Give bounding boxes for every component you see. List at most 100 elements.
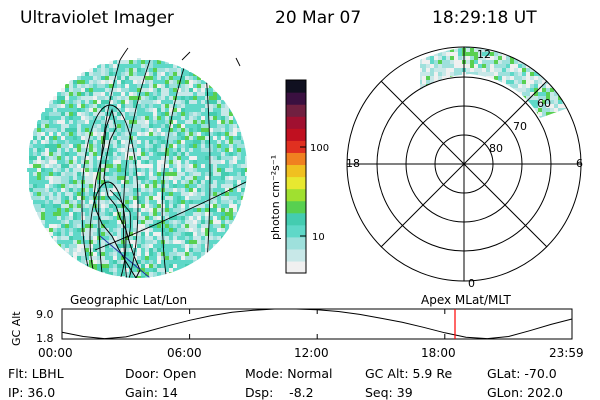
emission-pixel: [434, 84, 438, 88]
timeline-xtick-label: 00:00: [38, 346, 73, 360]
emission-pixel: [157, 212, 161, 216]
emission-pixel: [77, 120, 81, 124]
emission-pixel: [141, 172, 145, 176]
emission-pixel: [550, 124, 554, 128]
emission-pixel: [550, 48, 554, 52]
emission-pixel: [85, 264, 89, 268]
emission-pixel: [205, 160, 209, 164]
emission-pixel: [137, 276, 141, 278]
emission-pixel: [490, 120, 494, 124]
emission-pixel: [105, 256, 109, 260]
emission-pixel: [502, 32, 506, 36]
emission-pixel: [201, 112, 205, 116]
emission-pixel: [125, 200, 129, 204]
emission-pixel: [89, 168, 93, 172]
emission-pixel: [482, 104, 486, 108]
emission-pixel: [153, 88, 157, 92]
emission-pixel: [530, 128, 534, 132]
emission-pixel: [554, 128, 558, 132]
emission-pixel: [85, 140, 89, 144]
emission-pixel: [89, 244, 93, 248]
emission-pixel: [101, 88, 105, 92]
emission-pixel: [69, 256, 73, 260]
emission-pixel: [193, 116, 197, 120]
emission-pixel: [117, 64, 121, 68]
emission-pixel: [109, 180, 113, 184]
emission-pixel: [77, 200, 81, 204]
emission-pixel: [173, 160, 177, 164]
emission-pixel: [141, 188, 145, 192]
colorbar-swatch: [286, 152, 306, 166]
emission-pixel: [65, 164, 69, 168]
emission-pixel: [542, 104, 546, 108]
emission-pixel: [33, 136, 37, 140]
emission-pixel: [77, 84, 81, 88]
emission-pixel: [193, 112, 197, 116]
emission-pixel: [177, 220, 181, 224]
emission-pixel: [125, 264, 129, 268]
emission-pixel: [185, 100, 189, 104]
emission-pixel: [446, 60, 450, 64]
emission-pixel: [542, 72, 546, 76]
emission-pixel: [205, 164, 209, 168]
emission-pixel: [189, 120, 193, 124]
emission-pixel: [486, 128, 490, 132]
emission-pixel: [205, 104, 209, 108]
emission-pixel: [542, 56, 546, 60]
emission-pixel: [141, 220, 145, 224]
emission-pixel: [181, 132, 185, 136]
emission-pixel: [510, 4, 514, 8]
emission-pixel: [145, 156, 149, 160]
emission-pixel: [225, 136, 229, 140]
emission-pixel: [205, 232, 209, 236]
emission-pixel: [65, 196, 69, 200]
emission-pixel: [438, 64, 442, 68]
emission-pixel: [506, 4, 510, 8]
emission-pixel: [466, 88, 470, 92]
emission-pixel: [153, 112, 157, 116]
emission-pixel: [434, 72, 438, 76]
emission-pixel: [61, 104, 65, 108]
emission-pixel: [133, 204, 137, 208]
emission-pixel: [61, 112, 65, 116]
emission-pixel: [530, 60, 534, 64]
emission-pixel: [217, 120, 221, 124]
emission-pixel: [201, 144, 205, 148]
emission-pixel: [173, 188, 177, 192]
geo-image-panel: [27, 47, 247, 278]
emission-pixel: [113, 224, 117, 228]
emission-pixel: [530, 132, 534, 136]
emission-pixel: [129, 176, 133, 180]
emission-pixel: [85, 136, 89, 140]
emission-pixel: [85, 208, 89, 212]
emission-pixel: [458, 16, 462, 20]
emission-pixel: [482, 92, 486, 96]
emission-pixel: [510, 12, 514, 16]
emission-pixel: [101, 160, 105, 164]
emission-pixel: [201, 128, 205, 132]
emission-pixel: [81, 80, 85, 84]
emission-pixel: [69, 136, 73, 140]
emission-pixel: [450, 112, 454, 116]
emission-pixel: [89, 76, 93, 80]
emission-pixel: [506, 136, 510, 140]
emission-pixel: [161, 204, 165, 208]
emission-pixel: [45, 140, 49, 144]
emission-pixel: [458, 48, 462, 52]
emission-pixel: [129, 248, 133, 252]
emission-pixel: [490, 92, 494, 96]
emission-pixel: [33, 144, 37, 148]
emission-pixel: [213, 196, 217, 200]
emission-pixel: [201, 188, 205, 192]
emission-pixel: [105, 236, 109, 240]
colorbar-swatch: [286, 92, 306, 105]
emission-pixel: [478, 80, 482, 84]
emission-pixel: [57, 216, 61, 220]
emission-pixel: [502, 96, 506, 100]
emission-pixel: [478, 40, 482, 44]
emission-pixel: [117, 72, 121, 76]
emission-pixel: [454, 96, 458, 100]
emission-pixel: [137, 256, 141, 260]
emission-pixel: [462, 40, 466, 44]
emission-pixel: [165, 148, 169, 152]
